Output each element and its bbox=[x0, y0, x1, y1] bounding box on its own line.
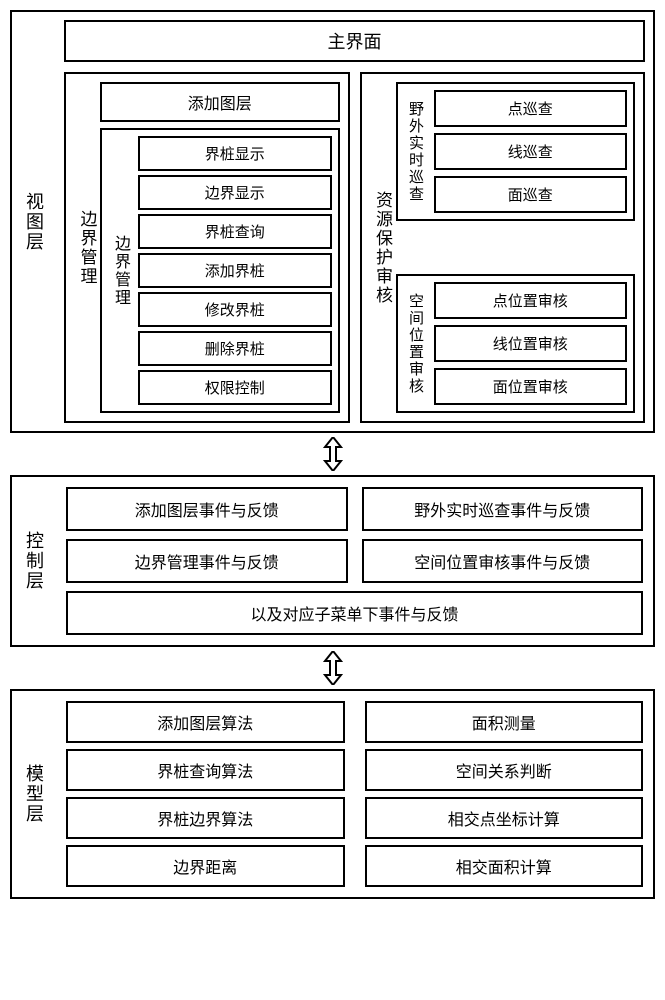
connector-2 bbox=[10, 651, 655, 685]
rp-item: 面巡查 bbox=[434, 176, 628, 213]
model-item: 空间关系判断 bbox=[365, 749, 644, 791]
rp-item: 线位置审核 bbox=[434, 325, 628, 362]
field-inspect-group: 野外实时巡查 点巡查 线巡查 面巡查 bbox=[396, 82, 636, 221]
ctrl-cell: 空间位置审核事件与反馈 bbox=[362, 539, 644, 583]
updown-arrow-icon bbox=[319, 437, 347, 471]
resource-audit-inner: 野外实时巡查 点巡查 线巡查 面巡查 空间位置审核 点位置审核 线位置审核 bbox=[396, 82, 636, 413]
connector-1 bbox=[10, 437, 655, 471]
model-layer-label: 模型层 bbox=[12, 691, 56, 897]
model-layer-body: 添加图层算法 界桩查询算法 界桩边界算法 边界距离 面积测量 空间关系判断 相交… bbox=[56, 691, 653, 897]
rp-item: 面位置审核 bbox=[434, 368, 628, 405]
bm-item: 删除界桩 bbox=[138, 331, 332, 366]
control-layer: 控制层 添加图层事件与反馈 野外实时巡查事件与反馈 边界管理事件与反馈 空间位置… bbox=[10, 475, 655, 647]
model-item: 界桩查询算法 bbox=[66, 749, 345, 791]
model-item: 面积测量 bbox=[365, 701, 644, 743]
model-col-right: 面积测量 空间关系判断 相交点坐标计算 相交面积计算 bbox=[365, 701, 644, 887]
field-inspect-list: 点巡查 线巡查 面巡查 bbox=[428, 90, 628, 213]
model-col-left: 添加图层算法 界桩查询算法 界桩边界算法 边界距离 bbox=[66, 701, 345, 887]
boundary-mgmt-group: 边界管理 界桩显示 边界显示 界桩查询 添加界桩 修改界桩 删除界桩 权限控制 bbox=[100, 128, 340, 413]
resource-audit-label: 资源保护审核 bbox=[370, 82, 396, 413]
spatial-audit-label: 空间位置审核 bbox=[404, 282, 428, 405]
panels-row: 边界管理 添加图层 边界管理 界桩显示 边界显示 界桩查询 添加界桩 修改界桩 … bbox=[64, 72, 645, 423]
bm-item: 界桩查询 bbox=[138, 214, 332, 249]
ctrl-cell: 野外实时巡查事件与反馈 bbox=[362, 487, 644, 531]
boundary-mgmt-inner: 添加图层 边界管理 界桩显示 边界显示 界桩查询 添加界桩 修改界桩 删除界桩 … bbox=[100, 82, 340, 413]
bm-item: 添加界桩 bbox=[138, 253, 332, 288]
spatial-audit-list: 点位置审核 线位置审核 面位置审核 bbox=[428, 282, 628, 405]
control-layer-label: 控制层 bbox=[12, 477, 56, 645]
view-layer-label: 视图层 bbox=[12, 12, 56, 431]
ctrl-cell: 添加图层事件与反馈 bbox=[66, 487, 348, 531]
main-interface-box: 主界面 bbox=[64, 20, 645, 62]
model-item: 界桩边界算法 bbox=[66, 797, 345, 839]
spacer bbox=[396, 233, 636, 263]
control-layer-body: 添加图层事件与反馈 野外实时巡查事件与反馈 边界管理事件与反馈 空间位置审核事件… bbox=[56, 477, 653, 645]
bm-item: 修改界桩 bbox=[138, 292, 332, 327]
boundary-mgmt-group-label: 边界管理 bbox=[108, 136, 132, 405]
control-row-2: 边界管理事件与反馈 空间位置审核事件与反馈 bbox=[66, 539, 643, 583]
bm-item: 界桩显示 bbox=[138, 136, 332, 171]
add-layer-box: 添加图层 bbox=[100, 82, 340, 122]
model-item: 相交点坐标计算 bbox=[365, 797, 644, 839]
rp-item: 点位置审核 bbox=[434, 282, 628, 319]
boundary-mgmt-label: 边界管理 bbox=[74, 82, 100, 413]
field-inspect-label: 野外实时巡查 bbox=[404, 90, 428, 213]
view-layer: 视图层 主界面 边界管理 添加图层 边界管理 界桩显示 边界显示 界桩查询 添加… bbox=[10, 10, 655, 433]
model-item: 边界距离 bbox=[66, 845, 345, 887]
boundary-mgmt-list: 界桩显示 边界显示 界桩查询 添加界桩 修改界桩 删除界桩 权限控制 bbox=[132, 136, 332, 405]
rp-item: 点巡查 bbox=[434, 90, 628, 127]
bm-item: 边界显示 bbox=[138, 175, 332, 210]
model-layer: 模型层 添加图层算法 界桩查询算法 界桩边界算法 边界距离 面积测量 空间关系判… bbox=[10, 689, 655, 899]
ctrl-full: 以及对应子菜单下事件与反馈 bbox=[66, 591, 643, 635]
rp-item: 线巡查 bbox=[434, 133, 628, 170]
boundary-mgmt-panel: 边界管理 添加图层 边界管理 界桩显示 边界显示 界桩查询 添加界桩 修改界桩 … bbox=[64, 72, 350, 423]
model-item: 相交面积计算 bbox=[365, 845, 644, 887]
bm-item: 权限控制 bbox=[138, 370, 332, 405]
model-item: 添加图层算法 bbox=[66, 701, 345, 743]
resource-audit-panel: 资源保护审核 野外实时巡查 点巡查 线巡查 面巡查 空间位置审核 bbox=[360, 72, 646, 423]
updown-arrow-icon bbox=[319, 651, 347, 685]
ctrl-cell: 边界管理事件与反馈 bbox=[66, 539, 348, 583]
view-layer-body: 主界面 边界管理 添加图层 边界管理 界桩显示 边界显示 界桩查询 添加界桩 修… bbox=[56, 12, 653, 431]
spatial-audit-group: 空间位置审核 点位置审核 线位置审核 面位置审核 bbox=[396, 274, 636, 413]
control-row-1: 添加图层事件与反馈 野外实时巡查事件与反馈 bbox=[66, 487, 643, 531]
